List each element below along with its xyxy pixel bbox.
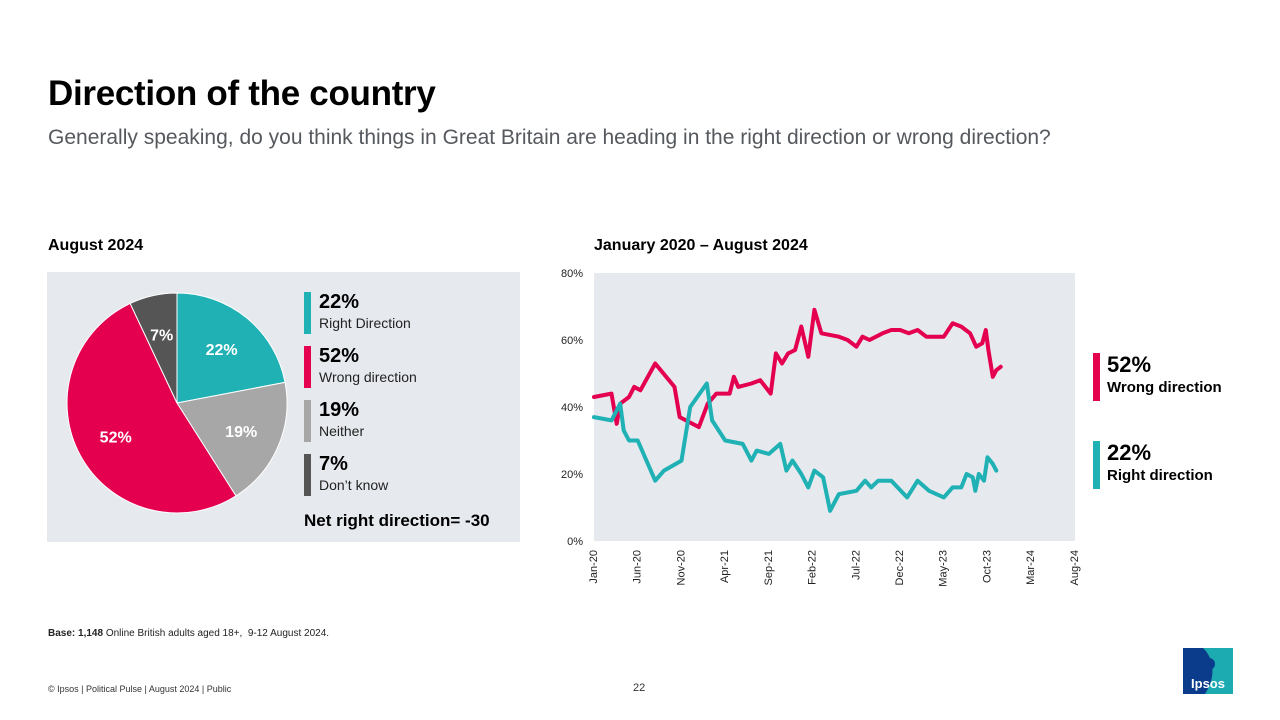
pie-slice-right-direction	[176, 292, 286, 404]
pie-slice-label-right-direction: 22%	[206, 342, 238, 359]
line-chart: 0% 20% 40% 60% 80% Jan-20 Jun-20 Nov-20 Apr-21 Se…	[561, 268, 1081, 587]
y-tick-label: 40%	[561, 402, 583, 414]
x-tick-label: Mar-24	[1025, 550, 1037, 585]
legend-item-wrong-direction: 52% Wrong direction	[304, 344, 514, 390]
x-tick-label: Jun-20	[632, 550, 644, 584]
ipsos-logo: Ipsos	[1183, 648, 1233, 694]
series-line-wrong-direction	[592, 307, 1003, 430]
x-tick-label: Sep-21	[763, 550, 775, 585]
x-tick-label: May-23	[938, 550, 950, 587]
x-tick-label: Jan-20	[588, 550, 600, 584]
legend-item-right-direction: 22% Right Direction	[304, 290, 514, 336]
pie-slice-label-don-t-know: 7%	[150, 328, 173, 345]
x-tick-label: Oct-23	[981, 550, 993, 583]
pie-slice-label-neither: 19%	[225, 424, 257, 441]
legend-swatch-dont-know	[304, 454, 311, 496]
legend-value: 52%	[319, 345, 360, 367]
y-tick-label: 20%	[561, 469, 583, 481]
footer-text: © Ipsos | Political Pulse | August 2024 …	[48, 684, 232, 694]
legend-item-neither: 19% Neither	[304, 398, 514, 444]
pie-slice-label-wrong-direction: 52%	[100, 430, 132, 447]
pie-slice-don-t-know	[129, 292, 178, 404]
pie-section-label: August 2024	[48, 237, 144, 254]
x-tick-label: Aug-24	[1069, 550, 1081, 585]
end-label-text: Wrong direction	[1107, 379, 1222, 396]
end-label-value: 52%	[1107, 352, 1152, 377]
pie-legend: 22% Right Direction 52% Wrong direction …	[304, 290, 514, 506]
legend-item-dont-know: 7% Don’t know	[304, 452, 514, 498]
legend-label: Neither	[319, 423, 365, 439]
legend-label: Wrong direction	[319, 369, 417, 385]
y-tick-label: 0%	[567, 536, 583, 548]
x-tick-label: Jul-22	[850, 550, 862, 580]
plot-background	[594, 273, 1075, 541]
logo-text: Ipsos	[1191, 676, 1225, 691]
legend-label: Right Direction	[319, 315, 411, 331]
logo-mark-icon	[1203, 648, 1233, 694]
end-label-text: Right direction	[1107, 467, 1213, 484]
pie-slice-wrong-direction	[66, 302, 237, 514]
legend-label: Don’t know	[319, 477, 389, 493]
pie-chart: 22% 19% 52% 7%	[66, 292, 288, 514]
end-label-swatch	[1093, 441, 1100, 489]
y-tick-label: 80%	[561, 268, 583, 280]
line-section-label: January 2020 – August 2024	[594, 237, 808, 254]
end-label-swatch	[1093, 353, 1100, 401]
base-note: Base: 1,148 Online British adults aged 1…	[48, 628, 330, 639]
end-label-value: 22%	[1107, 440, 1152, 465]
legend-value: 22%	[319, 291, 360, 313]
x-tick-label: Apr-21	[719, 550, 731, 583]
series-line-right-direction	[592, 381, 999, 513]
legend-value: 7%	[319, 453, 348, 475]
y-tick-label: 60%	[561, 335, 583, 347]
legend-value: 19%	[319, 399, 360, 421]
legend-swatch-neither	[304, 400, 311, 442]
pie-slice-neither	[176, 381, 288, 497]
legend-swatch-wrong	[304, 346, 311, 388]
net-right-direction: Net right direction= -30	[304, 511, 490, 530]
x-tick-label: Nov-20	[675, 550, 687, 585]
x-tick-label: Dec-22	[894, 550, 906, 585]
x-tick-label: Feb-22	[807, 550, 819, 585]
page-subtitle: Generally speaking, do you think things …	[48, 126, 1051, 149]
page-title: Direction of the country	[48, 74, 436, 113]
legend-swatch-right	[304, 292, 311, 334]
pie-panel: 22% 19% 52% 7%	[47, 272, 520, 542]
page-number: 22	[633, 682, 646, 694]
